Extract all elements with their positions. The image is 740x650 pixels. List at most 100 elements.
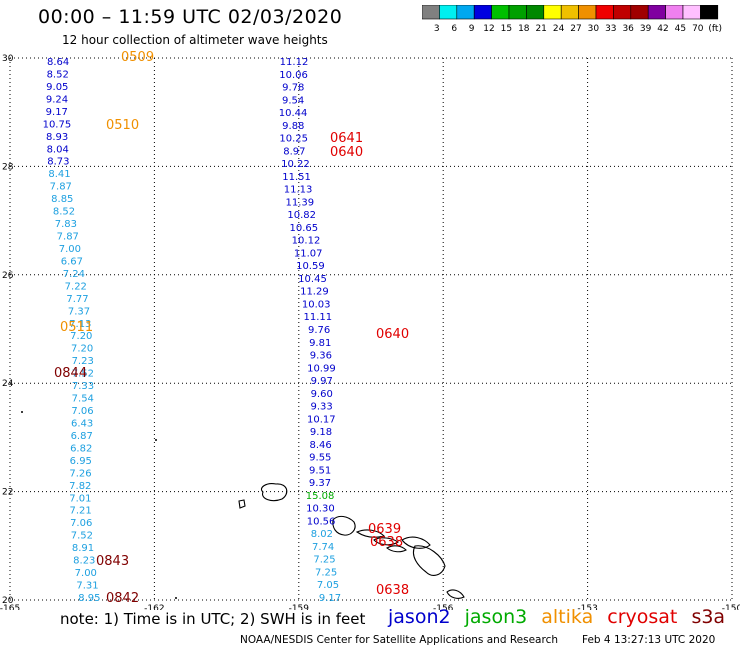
wave-height-value: 8.95 xyxy=(78,593,100,604)
wave-height-value: 10.25 xyxy=(279,134,308,145)
wave-height-value: 9.54 xyxy=(282,95,304,106)
legend-label: 45 xyxy=(675,24,686,33)
wave-height-value: 11.07 xyxy=(294,248,323,259)
wave-height-value: 8.46 xyxy=(309,440,331,451)
wave-height-value: 6.87 xyxy=(71,431,93,442)
legend-label: 24 xyxy=(553,24,565,33)
wave-height-value: 9.36 xyxy=(310,351,332,362)
legend-label: 42 xyxy=(657,24,668,33)
wave-height-value: 8.23 xyxy=(73,556,95,567)
wave-height-value: 7.20 xyxy=(70,331,92,342)
wave-height-value: 9.24 xyxy=(46,94,68,105)
satellite-legend: jason2 jason3 altika cryosat s3a xyxy=(388,606,733,628)
legend-label: 6 xyxy=(451,24,457,33)
chart-title: 00:00 – 11:59 UTC 02/03/2020 xyxy=(38,6,343,28)
latitude-tick-label: 22 xyxy=(2,488,13,498)
wave-height-value: 11.51 xyxy=(282,172,311,183)
longitude-tick-label: -156 xyxy=(433,604,454,610)
wave-height-value: 7.21 xyxy=(69,506,91,517)
wave-height-value: 7.00 xyxy=(75,568,97,579)
hawaiian-islands-coastline xyxy=(238,483,465,599)
legend-label: 21 xyxy=(535,24,546,33)
wave-height-value: 9.81 xyxy=(309,338,331,349)
wave-height-value: 8.91 xyxy=(72,543,94,554)
wave-height-value: 11.29 xyxy=(300,287,329,298)
pass-label: 0843 xyxy=(96,554,129,569)
pass-label: 0640 xyxy=(376,327,409,342)
wave-height-value: 7.83 xyxy=(55,219,77,230)
longitude-tick-label: -165 xyxy=(0,604,20,610)
satellite-jason3: jason3 xyxy=(464,606,528,628)
wave-height-value: 7.00 xyxy=(59,244,81,255)
pass-label: 0844 xyxy=(54,366,87,381)
pass-label: 0842 xyxy=(106,591,139,606)
pass-label: 0638 xyxy=(370,535,403,550)
wave-height-value: 7.13 xyxy=(69,319,91,330)
wave-height-value: 9.97 xyxy=(311,376,333,387)
wave-height-value: 10.65 xyxy=(289,223,318,234)
wave-height-value: 8.04 xyxy=(47,144,69,155)
wave-height-value: 8.93 xyxy=(46,132,68,143)
wave-height-value: 7.77 xyxy=(66,294,88,305)
wave-height-value: 10.82 xyxy=(287,210,316,221)
longitude-tick-label: -150 xyxy=(722,604,740,610)
wave-height-value: 8.85 xyxy=(51,194,73,205)
wave-height-value: 7.87 xyxy=(57,232,79,243)
wave-height-value: 6.82 xyxy=(70,443,92,454)
longitude-tick-label: -162 xyxy=(144,604,164,610)
wave-height-value: 10.45 xyxy=(298,274,327,285)
legend-swatch xyxy=(700,5,719,20)
satellite-s3a: s3a xyxy=(691,606,726,628)
pass-label: 0640 xyxy=(330,145,363,160)
wave-height-value: 10.75 xyxy=(43,119,72,130)
wave-height-value: 10.06 xyxy=(279,70,308,81)
wave-height-value: 7.54 xyxy=(72,394,94,405)
legend-label: 9 xyxy=(469,24,475,33)
wave-height-value: 9.17 xyxy=(46,107,68,118)
wave-height-value: 10.59 xyxy=(296,261,325,272)
pass-label: 0639 xyxy=(368,522,401,537)
wave-height-value: 6.95 xyxy=(70,456,92,467)
note-text: note: 1) Time is in UTC; 2) SWH is in fe… xyxy=(60,610,366,628)
wave-height-value: 8.41 xyxy=(48,169,70,180)
satellite-altika: altika xyxy=(541,606,594,628)
legend-label: 15 xyxy=(501,24,512,33)
wave-height-value: 7.01 xyxy=(69,493,91,504)
wave-height-value: 7.23 xyxy=(72,356,94,367)
wave-height-value: 7.31 xyxy=(76,581,98,592)
longitude-tick-label: -159 xyxy=(289,604,310,610)
wave-height-value: 8.52 xyxy=(47,70,69,81)
wave-height-value: 6.43 xyxy=(71,419,93,430)
wave-height-value: 10.30 xyxy=(306,504,335,515)
wave-height-value: 7.06 xyxy=(70,518,92,529)
footer-agency: NOAA/NESDIS Center for Satellite Applica… xyxy=(240,634,558,646)
wave-height-value: 9.60 xyxy=(311,389,333,400)
latitude-tick-label: 30 xyxy=(2,54,14,64)
wave-height-value: 7.52 xyxy=(71,531,93,542)
latitude-tick-label: 20 xyxy=(2,596,14,606)
wave-height-value: 11.13 xyxy=(284,185,313,196)
wave-height-value: 10.22 xyxy=(281,159,310,170)
footer-timestamp: Feb 4 13:27:13 UTC 2020 xyxy=(582,634,716,646)
wave-height-value: 7.06 xyxy=(71,406,93,417)
wave-height-value: 9.17 xyxy=(319,593,341,604)
wave-height-value: 10.03 xyxy=(302,300,331,311)
wave-height-value: 9.88 xyxy=(282,121,304,132)
track-west: 8.648.529.059.249.1710.758.938.048.738.4… xyxy=(43,57,101,604)
legend-label: (ft) xyxy=(708,24,722,33)
legend-label: 3 xyxy=(434,24,440,33)
legend-label: 70 xyxy=(692,24,704,33)
legend-label: 36 xyxy=(622,24,634,33)
wave-height-value: 9.78 xyxy=(282,83,304,94)
wave-height-value: 7.74 xyxy=(312,542,334,553)
pass-label: 0638 xyxy=(376,583,409,598)
legend-label: 33 xyxy=(605,24,616,33)
track-central: 11.12 10.06 9.789.54 10.44 9.88 10.258.97 10.2… xyxy=(279,57,341,604)
wave-height-value: 8.02 xyxy=(311,529,333,540)
wave-height-value: 9.33 xyxy=(310,402,332,413)
wave-height-value: 7.24 xyxy=(63,269,85,280)
wave-height-value: 11.39 xyxy=(285,197,314,208)
longitude-tick-label: -153 xyxy=(577,604,597,610)
pass-label: 0641 xyxy=(330,131,363,146)
wave-height-value: 8.52 xyxy=(53,207,75,218)
